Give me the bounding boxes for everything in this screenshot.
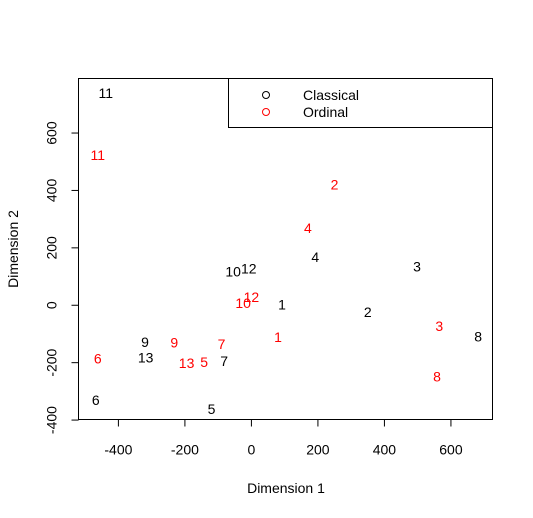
legend-label-classical: Classical	[303, 87, 359, 103]
y-tick-label: -400	[44, 406, 60, 434]
legend-box	[228, 78, 493, 128]
plot-frame	[78, 78, 493, 420]
legend: Classical Ordinal	[228, 78, 493, 128]
y-axis: -400 -200 0 200 400 600	[44, 121, 79, 434]
point-label-classical: 12	[241, 261, 257, 277]
point-label-classical: 6	[92, 392, 100, 408]
point-label-classical: 8	[474, 328, 482, 344]
legend-label-ordinal: Ordinal	[303, 104, 348, 120]
x-tick-label: 400	[373, 442, 397, 458]
point-label-ordinal: 3	[435, 318, 443, 334]
point-label-ordinal: 12	[244, 289, 260, 305]
point-label-ordinal: 9	[170, 335, 178, 351]
point-label-classical: 7	[220, 353, 228, 369]
point-label-classical: 4	[311, 249, 319, 265]
point-label-ordinal: 4	[304, 220, 312, 236]
point-label-classical: 3	[413, 259, 421, 275]
point-label-ordinal: 10	[235, 295, 251, 311]
point-label-classical: 11	[98, 85, 113, 101]
x-tick-label: 0	[248, 442, 256, 458]
point-label-classical: 13	[138, 350, 154, 366]
legend-marker-classical	[262, 91, 270, 99]
point-label-classical: 10	[225, 263, 241, 279]
point-label-classical: 9	[141, 334, 149, 350]
point-label-classical: 1	[278, 297, 286, 313]
y-tick-label: 400	[44, 179, 60, 203]
x-tick-label: 200	[306, 442, 330, 458]
point-label-ordinal: 11	[91, 147, 106, 163]
y-tick-label: 0	[44, 301, 60, 309]
point-label-ordinal: 1	[274, 329, 282, 345]
y-tick-label: 200	[44, 236, 60, 260]
point-label-ordinal: 5	[200, 354, 208, 370]
point-label-ordinal: 8	[433, 368, 441, 384]
x-tick-label: 600	[439, 442, 463, 458]
x-axis-label: Dimension 1	[247, 480, 325, 496]
point-label-ordinal: 2	[331, 177, 339, 193]
legend-marker-ordinal	[262, 108, 270, 116]
point-label-classical: 5	[208, 401, 216, 417]
x-tick-label: -400	[104, 442, 132, 458]
point-label-ordinal: 7	[218, 336, 226, 352]
x-axis: -400 -200 0 200 400 600	[104, 419, 463, 458]
y-axis-label: Dimension 2	[5, 210, 21, 288]
y-tick-label: 600	[44, 121, 60, 145]
y-tick-label: -200	[44, 348, 60, 376]
point-label-ordinal: 13	[179, 355, 195, 371]
point-label-classical: 2	[364, 304, 372, 320]
x-tick-label: -200	[171, 442, 199, 458]
point-label-ordinal: 6	[94, 350, 102, 366]
